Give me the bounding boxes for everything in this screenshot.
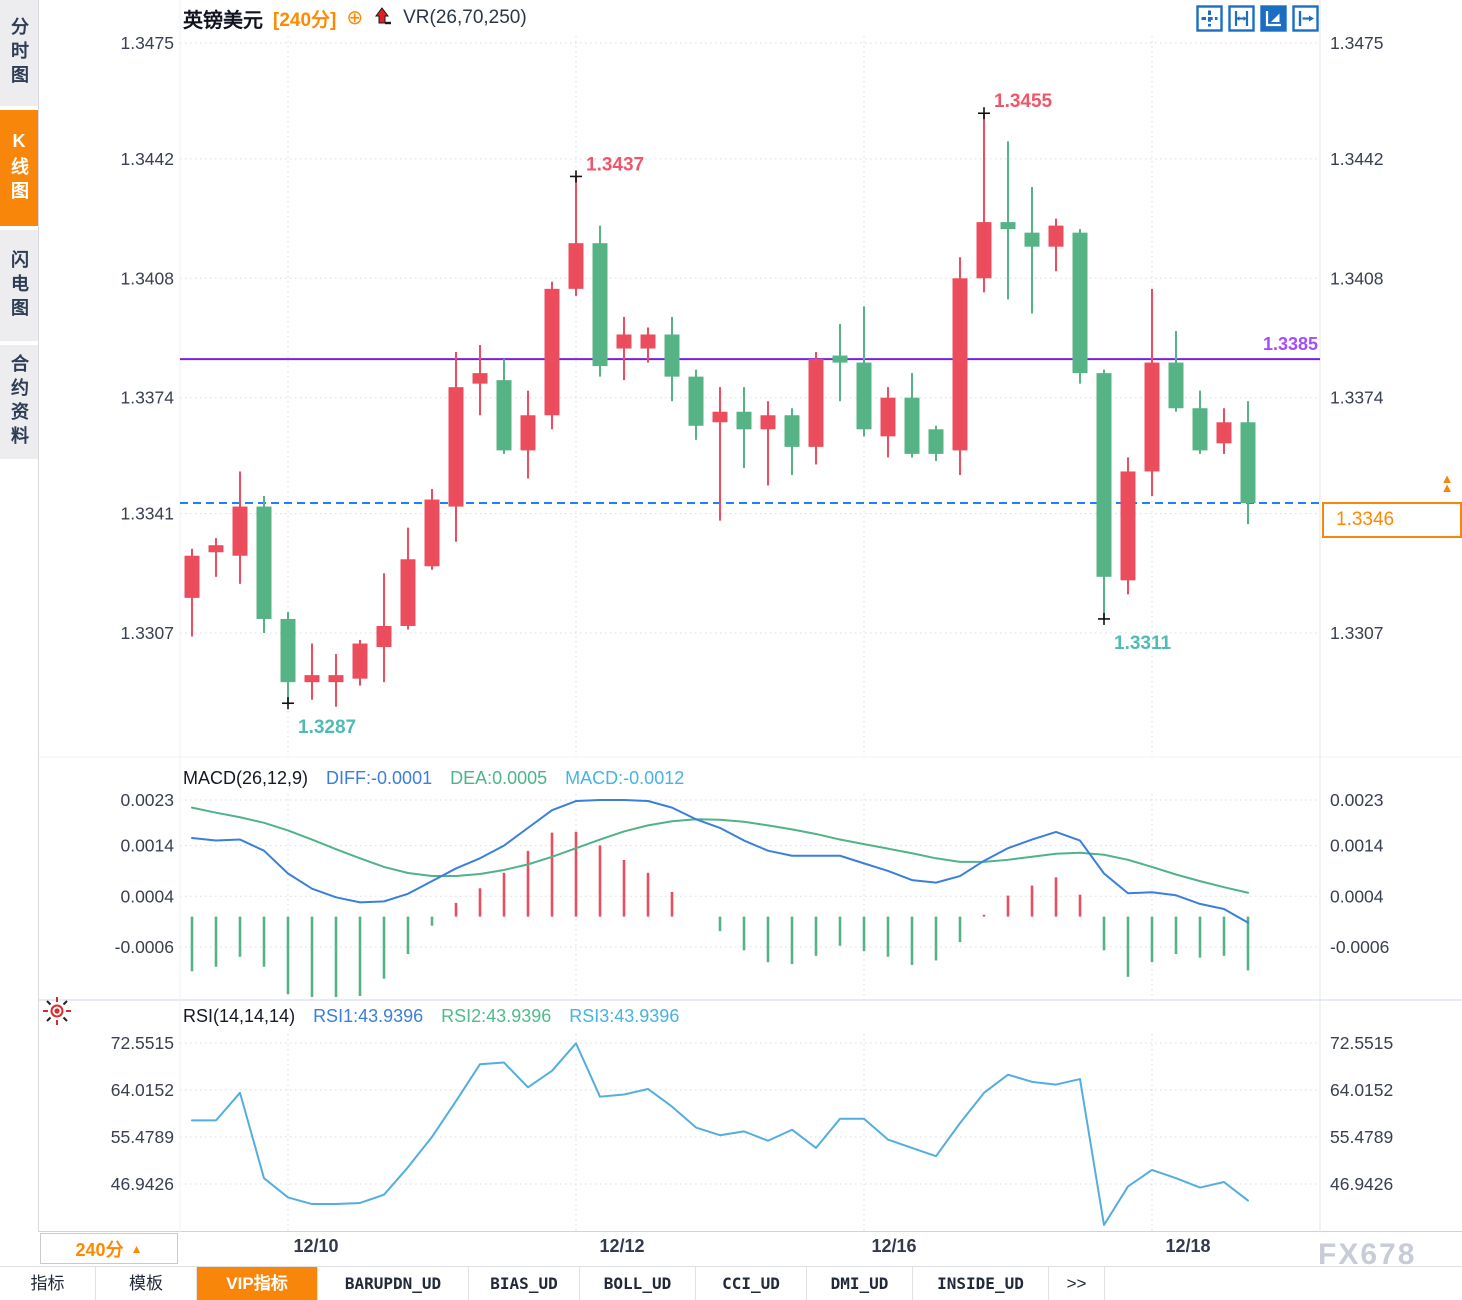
goto-latest-icon[interactable] (1292, 5, 1319, 32)
svg-text:46.9426: 46.9426 (111, 1174, 174, 1194)
vr-indicator-label: VR(26,70,250) (403, 7, 527, 28)
price-up-arrow-icon: ▲ ▲ (1440, 471, 1454, 495)
indicator-tabs-bar: 指标 模板 VIP指标 BARUPDN_UD BIAS_UD BOLL_UD C… (0, 1266, 1462, 1300)
macd-dea-value: DEA:0.0005 (450, 768, 548, 788)
tab-cci-ud[interactable]: CCI_UD (696, 1267, 807, 1300)
macd-title: MACD(26,12,9) (183, 768, 309, 788)
svg-text:0.0014: 0.0014 (1330, 836, 1384, 856)
svg-text:1.3307: 1.3307 (1330, 623, 1384, 643)
timeframe-selector[interactable]: 240分 ▲ (40, 1233, 178, 1264)
rsi-title: RSI(14,14,14) (183, 1006, 296, 1026)
price-annotations: 1.3437 1.3455 1.3287 1.3311 (282, 91, 1171, 738)
tab-inside-ud[interactable]: INSIDE_UD (913, 1267, 1049, 1300)
svg-text:1.3408: 1.3408 (1330, 268, 1384, 288)
x-axis-strip: 240分 ▲ 12/10 12/12 12/16 12/18 (0, 1232, 1462, 1266)
tab-templates[interactable]: 模板 (96, 1267, 197, 1300)
svg-text:64.0152: 64.0152 (1330, 1080, 1393, 1100)
rsi-panel (191, 1042, 1249, 1226)
sidebar-tab-kline[interactable]: K线图 (0, 110, 38, 226)
tab-barupdn-ud[interactable]: BARUPDN_UD (318, 1267, 469, 1300)
resistance-level-label: 1.3385 (1262, 334, 1318, 354)
vr-arrow-icon (375, 7, 392, 25)
tab-vip-indicators[interactable]: VIP指标 (197, 1267, 318, 1300)
macd-diff-value: DIFF:-0.0001 (326, 768, 433, 788)
svg-text:0.0004: 0.0004 (120, 886, 174, 906)
tab-indicators[interactable]: 指标 (0, 1267, 96, 1300)
macd-macd-value: MACD:-0.0012 (565, 768, 685, 788)
timeframe-label: 240分 (75, 1239, 124, 1260)
date-tick: 12/12 (599, 1236, 645, 1256)
chart-toolbar (1196, 5, 1319, 32)
tab-bias-ud[interactable]: BIAS_UD (469, 1267, 580, 1300)
tab-boll-ud[interactable]: BOLL_UD (580, 1267, 696, 1300)
watermark: FX678 (1318, 1238, 1417, 1271)
svg-text:55.4789: 55.4789 (111, 1127, 174, 1147)
sidebar-tab-timeline[interactable]: 分时图 (0, 0, 38, 106)
svg-text:1.3408: 1.3408 (120, 268, 174, 288)
macd-legend: MACD(26,12,9) DIFF:-0.0001 DEA:0.0005 MA… (183, 768, 684, 790)
svg-text:1.3475: 1.3475 (120, 33, 174, 53)
svg-text:0.0014: 0.0014 (120, 836, 174, 856)
svg-text:0.0023: 0.0023 (1330, 790, 1384, 810)
svg-text:1.3374: 1.3374 (120, 388, 174, 408)
svg-text:64.0152: 64.0152 (111, 1080, 174, 1100)
svg-text:1.3437: 1.3437 (586, 154, 644, 175)
date-tick: 12/10 (293, 1236, 339, 1256)
axis-labels: 1.3475 1.3475 1.3442 1.3442 1.3408 1.3408 1.33… (111, 33, 1394, 1194)
svg-text:0.0023: 0.0023 (120, 790, 174, 810)
svg-text:1.3374: 1.3374 (1330, 388, 1384, 408)
candles (184, 113, 1256, 707)
rsi2-value: RSI2:43.9396 (441, 1006, 552, 1026)
svg-text:1.3287: 1.3287 (298, 717, 356, 738)
svg-text:0.0004: 0.0004 (1330, 886, 1384, 906)
add-indicator-icon[interactable]: ⊕ (346, 7, 364, 29)
svg-text:1.3311: 1.3311 (1114, 633, 1171, 654)
svg-text:72.5515: 72.5515 (1330, 1033, 1393, 1053)
sidebar-tab-lightning[interactable]: 闪电图 (0, 230, 38, 341)
svg-text:1.3341: 1.3341 (120, 504, 174, 524)
chart-canvas[interactable]: 1.3475 1.3475 1.3442 1.3442 1.3408 1.3408 1.33… (0, 0, 1462, 1232)
symbol-name: 英镑美元 (183, 9, 263, 32)
svg-text:55.4789: 55.4789 (1330, 1127, 1393, 1147)
svg-text:46.9426: 46.9426 (1330, 1174, 1393, 1194)
tab-more[interactable]: >> (1049, 1267, 1105, 1300)
symbol-header: 英镑美元 [240分] ⊕ VR(26,70,250) (183, 4, 527, 32)
svg-text:1.3455: 1.3455 (994, 91, 1053, 112)
sidebar: 分时图 K线图 闪电图 合约资料 (0, 0, 39, 1232)
sidebar-tab-contract-info[interactable]: 合约资料 (0, 345, 38, 459)
svg-text:1.3475: 1.3475 (1330, 33, 1384, 53)
scale-axis-icon[interactable] (1260, 5, 1287, 32)
svg-text:72.5515: 72.5515 (111, 1033, 174, 1053)
fit-x-axis-icon[interactable] (1228, 5, 1255, 32)
svg-text:1.3442: 1.3442 (120, 149, 174, 169)
date-tick: 12/18 (1165, 1236, 1211, 1256)
timeframe-arrow-icon: ▲ (130, 1241, 143, 1256)
rsi3-value: RSI3:43.9396 (569, 1006, 680, 1026)
hot-indicator-icon (43, 997, 71, 1025)
tab-dmi-ud[interactable]: DMI_UD (807, 1267, 913, 1300)
macd-panel (190, 799, 1250, 997)
move-chart-icon[interactable] (1196, 5, 1223, 32)
rsi1-value: RSI1:43.9396 (313, 1006, 424, 1026)
svg-text:1.3307: 1.3307 (120, 623, 174, 643)
current-price-badge: 1.3346 (1322, 502, 1462, 538)
interval-label[interactable]: [240分] (273, 9, 337, 31)
rsi-legend: RSI(14,14,14) RSI1:43.9396 RSI2:43.9396 … (183, 1006, 679, 1028)
date-tick: 12/16 (871, 1236, 917, 1256)
svg-text:1.3442: 1.3442 (1330, 149, 1384, 169)
svg-text:-0.0006: -0.0006 (1330, 937, 1389, 957)
svg-text:-0.0006: -0.0006 (115, 937, 174, 957)
panel-borders (0, 0, 1462, 1232)
